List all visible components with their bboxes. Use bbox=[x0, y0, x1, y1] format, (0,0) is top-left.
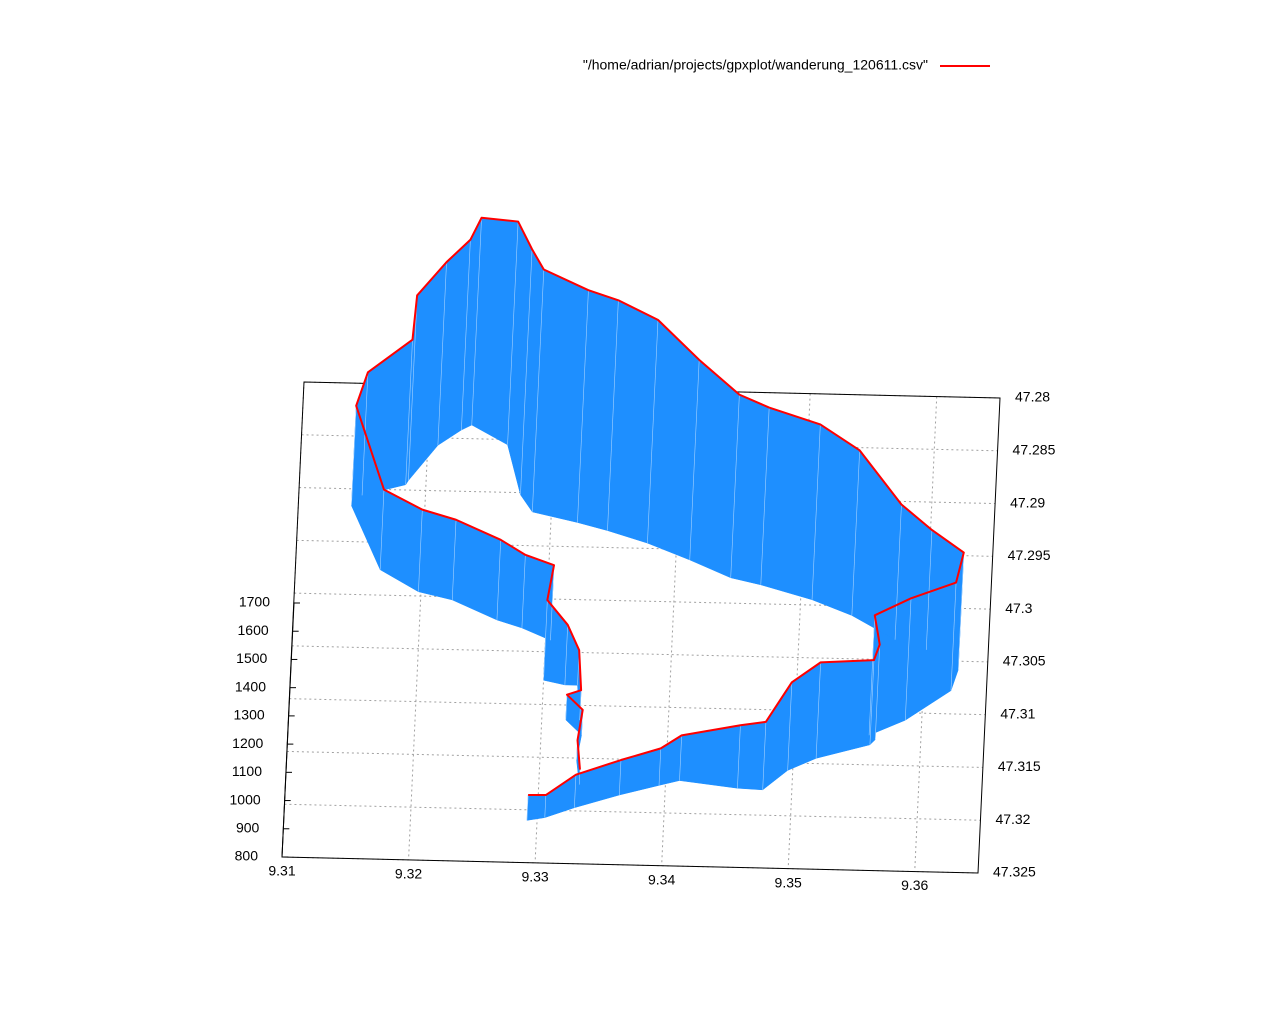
z-tick-label: 1000 bbox=[230, 791, 261, 807]
impulse bbox=[730, 394, 740, 578]
impulse bbox=[543, 600, 548, 681]
impulse bbox=[737, 725, 741, 789]
impulse bbox=[869, 660, 875, 745]
impulse bbox=[544, 795, 547, 818]
impulse bbox=[851, 450, 860, 616]
impulse bbox=[526, 794, 529, 821]
impulse bbox=[679, 735, 682, 781]
z-tick-label: 1300 bbox=[234, 707, 265, 723]
impulse-curtain bbox=[408, 261, 447, 482]
y-tick-label: 47.28 bbox=[1015, 389, 1050, 405]
impulse bbox=[351, 405, 357, 506]
impulse-curtain bbox=[762, 681, 793, 791]
x-tick-label: 9.35 bbox=[775, 874, 802, 890]
impulse bbox=[578, 769, 581, 785]
grid-line bbox=[408, 384, 432, 860]
z-tick-label: 900 bbox=[236, 819, 260, 835]
impulse bbox=[437, 262, 447, 446]
impulse bbox=[874, 644, 881, 740]
impulse bbox=[760, 407, 770, 585]
impulse bbox=[815, 662, 821, 759]
impulse bbox=[471, 217, 482, 425]
x-tick-label: 9.32 bbox=[395, 866, 422, 882]
impulse-curtain bbox=[451, 519, 501, 621]
impulse bbox=[564, 624, 569, 685]
y-tick-label: 47.3 bbox=[1005, 600, 1032, 616]
impulse-curtain bbox=[815, 659, 875, 759]
impulse bbox=[550, 565, 555, 641]
impulse bbox=[496, 539, 502, 620]
z-tick-label: 1400 bbox=[235, 678, 266, 694]
z-tick-label: 1100 bbox=[232, 763, 262, 779]
impulse bbox=[418, 509, 423, 592]
impulse bbox=[451, 519, 457, 600]
impulse bbox=[925, 529, 933, 650]
y-tick-label: 47.305 bbox=[1003, 653, 1046, 669]
y-tick-label: 47.32 bbox=[995, 811, 1030, 827]
x-tick-label: 9.36 bbox=[901, 877, 928, 893]
x-tick-label: 9.34 bbox=[648, 871, 675, 887]
impulse bbox=[520, 249, 533, 495]
impulse-curtain bbox=[851, 449, 902, 641]
impulse bbox=[521, 554, 526, 628]
impulse bbox=[507, 221, 519, 445]
grid-line bbox=[534, 387, 558, 863]
impulse bbox=[894, 504, 902, 640]
impulse-curtain bbox=[926, 529, 965, 671]
grid-line bbox=[914, 396, 938, 872]
track-line bbox=[355, 216, 965, 797]
impulse bbox=[689, 359, 700, 560]
y-tick-label: 47.325 bbox=[993, 864, 1036, 880]
impulse bbox=[565, 694, 568, 720]
grid-line bbox=[787, 393, 811, 869]
impulse-curtain bbox=[379, 489, 423, 593]
impulse-curtain bbox=[543, 599, 568, 686]
impulse bbox=[579, 690, 582, 721]
impulse bbox=[532, 269, 545, 512]
impulse bbox=[658, 748, 662, 786]
y-tick-label: 47.295 bbox=[1008, 547, 1051, 563]
grid-line bbox=[284, 803, 981, 821]
impulse bbox=[574, 774, 577, 808]
impulse bbox=[647, 319, 659, 544]
impulse bbox=[379, 489, 385, 570]
y-tick-label: 47.315 bbox=[998, 758, 1041, 774]
impulse bbox=[619, 760, 622, 796]
impulse bbox=[811, 424, 821, 600]
impulse-curtain bbox=[787, 661, 821, 771]
impulse bbox=[577, 290, 589, 523]
impulse bbox=[957, 552, 965, 670]
impulse bbox=[607, 300, 619, 531]
impulse bbox=[868, 615, 876, 736]
impulse-curtain bbox=[526, 794, 547, 821]
y-tick-label: 47.31 bbox=[1000, 705, 1035, 721]
y-tick-label: 47.29 bbox=[1010, 494, 1045, 510]
impulse bbox=[461, 239, 471, 431]
z-tick-label: 800 bbox=[235, 848, 259, 864]
x-tick-label: 9.33 bbox=[521, 869, 548, 885]
z-tick-label: 1200 bbox=[232, 735, 263, 751]
impulse bbox=[408, 295, 418, 481]
impulse bbox=[405, 339, 413, 485]
impulse bbox=[904, 598, 912, 721]
grid-line bbox=[286, 750, 983, 768]
impulse bbox=[787, 682, 793, 771]
y-tick-label: 47.285 bbox=[1013, 441, 1056, 457]
z-tick-label: 1500 bbox=[236, 650, 267, 666]
z-axis bbox=[281, 602, 295, 858]
impulse-curtain bbox=[418, 509, 457, 601]
impulses bbox=[351, 217, 965, 821]
impulse bbox=[950, 582, 957, 691]
z-tick-label: 1600 bbox=[238, 622, 269, 638]
z-tick-label: 1700 bbox=[239, 594, 270, 610]
legend-label: "/home/adrian/projects/gpxplot/wanderung… bbox=[583, 57, 928, 73]
impulse bbox=[762, 721, 767, 790]
impulse-curtain bbox=[760, 407, 821, 601]
x-tick-label: 9.31 bbox=[268, 863, 295, 879]
grid-line bbox=[661, 390, 685, 866]
impulse-curtain bbox=[737, 721, 767, 791]
